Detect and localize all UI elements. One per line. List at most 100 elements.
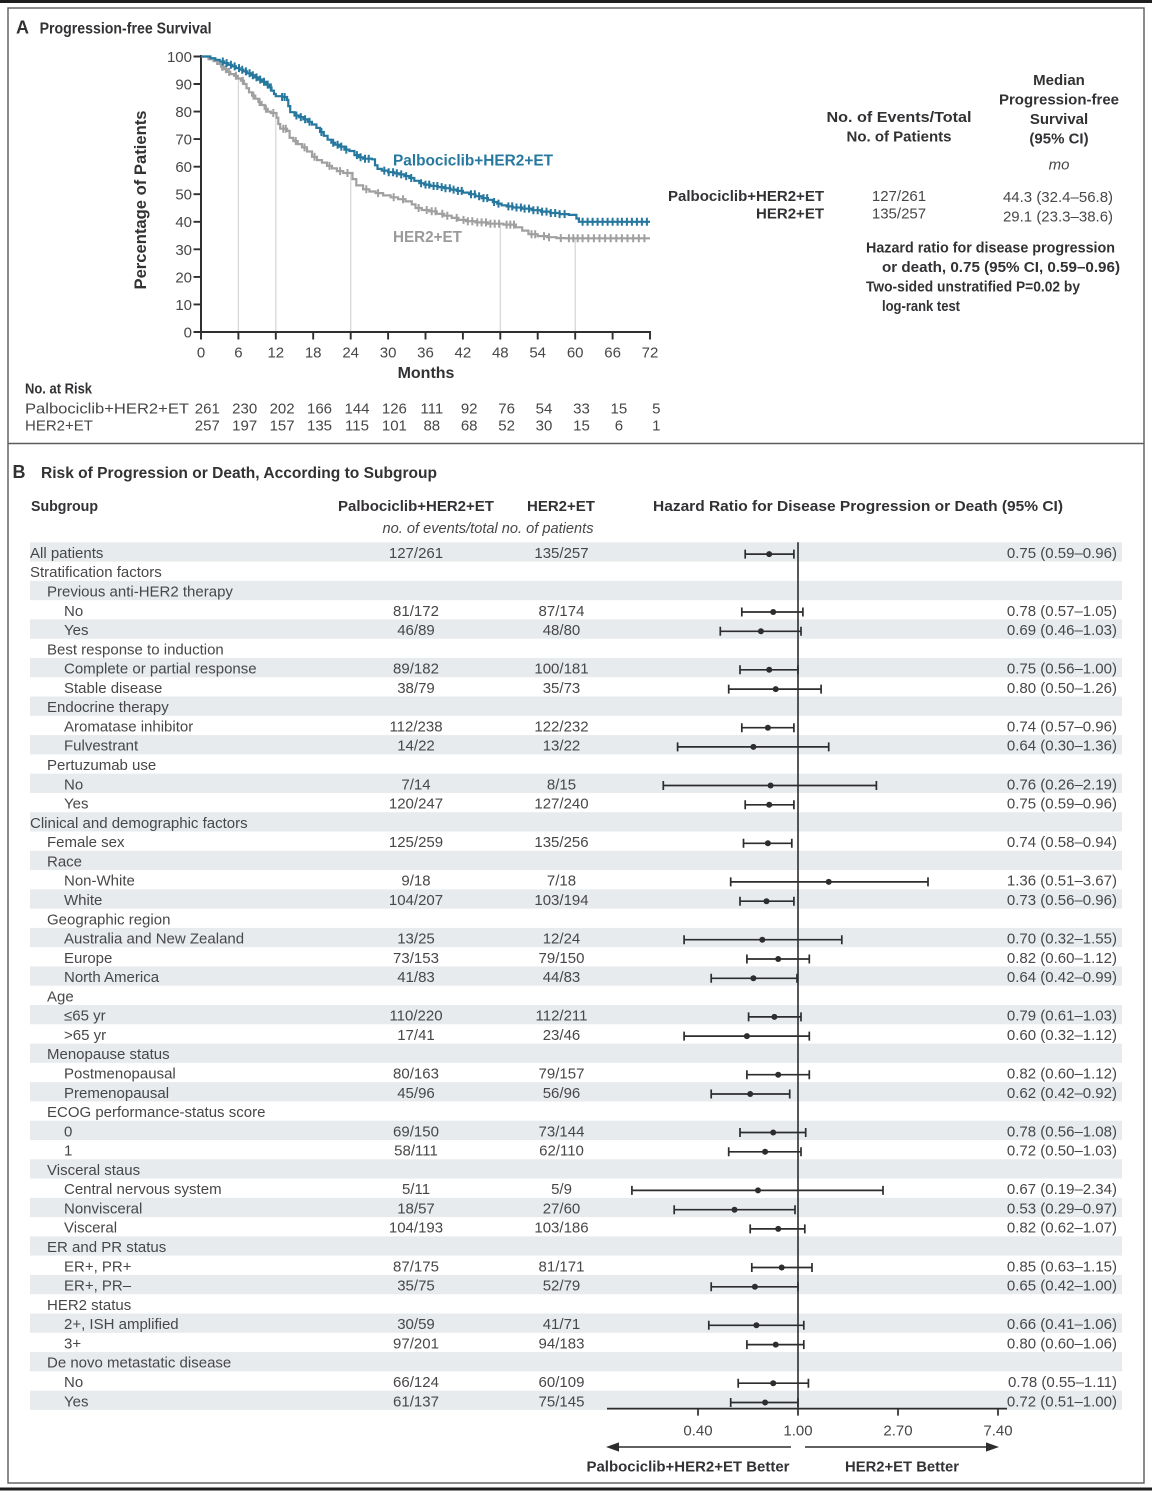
svg-text:122/232: 122/232 — [534, 719, 588, 736]
svg-text:White: White — [64, 892, 102, 909]
svg-text:HER2+ET Better: HER2+ET Better — [845, 1459, 959, 1476]
svg-text:18/57: 18/57 — [397, 1201, 435, 1218]
svg-text:35/75: 35/75 — [397, 1278, 435, 1295]
svg-text:7/18: 7/18 — [547, 873, 576, 890]
svg-text:27/60: 27/60 — [543, 1201, 581, 1218]
svg-text:HER2+ET: HER2+ET — [25, 418, 93, 435]
svg-text:Percentage of Patients: Percentage of Patients — [132, 111, 150, 290]
svg-text:70: 70 — [175, 132, 192, 149]
svg-text:0.82 (0.60–1.12): 0.82 (0.60–1.12) — [1007, 950, 1117, 967]
svg-text:80/163: 80/163 — [393, 1066, 439, 1083]
svg-text:0: 0 — [64, 1123, 72, 1140]
svg-text:1: 1 — [652, 418, 660, 435]
svg-text:Female sex: Female sex — [47, 834, 125, 851]
svg-text:50: 50 — [175, 187, 192, 204]
svg-text:B: B — [13, 462, 26, 482]
svg-text:Postmenopausal: Postmenopausal — [64, 1066, 176, 1083]
svg-text:(95% CI): (95% CI) — [1029, 131, 1088, 148]
svg-text:Aromatase inhibitor: Aromatase inhibitor — [64, 719, 193, 736]
svg-text:12/24: 12/24 — [543, 931, 581, 948]
svg-text:72: 72 — [642, 345, 659, 362]
svg-text:No. of Events/Total: No. of Events/Total — [827, 109, 972, 126]
svg-text:Pertuzumab use: Pertuzumab use — [47, 757, 156, 774]
svg-text:Best response to induction: Best response to induction — [47, 641, 224, 658]
svg-text:30: 30 — [175, 242, 192, 259]
svg-text:73/144: 73/144 — [539, 1123, 585, 1140]
svg-text:No: No — [64, 1374, 83, 1391]
svg-text:Stratification factors: Stratification factors — [30, 564, 162, 581]
svg-text:0.69 (0.46–1.03): 0.69 (0.46–1.03) — [1007, 622, 1117, 639]
svg-text:60: 60 — [567, 345, 584, 362]
svg-text:62/110: 62/110 — [539, 1143, 584, 1160]
svg-text:0.72 (0.50–1.03): 0.72 (0.50–1.03) — [1007, 1143, 1117, 1160]
svg-text:54: 54 — [529, 345, 546, 362]
svg-text:52: 52 — [498, 418, 515, 435]
svg-text:48/80: 48/80 — [543, 622, 581, 639]
svg-text:127/240: 127/240 — [534, 796, 588, 813]
svg-text:41/83: 41/83 — [397, 969, 435, 986]
svg-text:33: 33 — [573, 401, 590, 418]
svg-text:Non-White: Non-White — [64, 873, 135, 890]
svg-text:>65 yr: >65 yr — [64, 1027, 106, 1044]
svg-text:202: 202 — [270, 401, 295, 418]
svg-text:6: 6 — [615, 418, 623, 435]
svg-text:De novo metastatic disease: De novo metastatic disease — [47, 1355, 231, 1372]
svg-text:44.3 (32.4–56.8): 44.3 (32.4–56.8) — [1003, 189, 1113, 206]
svg-text:HER2+ET: HER2+ET — [756, 206, 824, 223]
svg-text:144: 144 — [344, 401, 369, 418]
svg-text:101: 101 — [382, 418, 407, 435]
svg-text:135: 135 — [307, 418, 332, 435]
svg-text:81/171: 81/171 — [539, 1258, 585, 1275]
svg-text:Australia and New Zealand: Australia and New Zealand — [64, 931, 244, 948]
svg-text:56/96: 56/96 — [543, 1085, 581, 1102]
svg-text:0.78 (0.57–1.05): 0.78 (0.57–1.05) — [1007, 603, 1117, 620]
svg-text:Yes: Yes — [64, 622, 88, 639]
svg-text:126: 126 — [382, 401, 407, 418]
svg-text:135/256: 135/256 — [534, 834, 588, 851]
svg-text:≤65 yr: ≤65 yr — [64, 1008, 106, 1025]
svg-text:Palbociclib+HER2+ET Better: Palbociclib+HER2+ET Better — [587, 1459, 790, 1476]
svg-text:Central nervous system: Central nervous system — [64, 1181, 222, 1198]
svg-text:35/73: 35/73 — [543, 680, 581, 697]
svg-text:0.75 (0.56–1.00): 0.75 (0.56–1.00) — [1007, 661, 1117, 678]
svg-text:14/22: 14/22 — [397, 738, 435, 755]
svg-text:1: 1 — [64, 1143, 72, 1160]
svg-text:7/14: 7/14 — [401, 776, 430, 793]
svg-text:38/79: 38/79 — [397, 680, 435, 697]
svg-text:48: 48 — [492, 345, 509, 362]
svg-text:7.40: 7.40 — [983, 1423, 1012, 1440]
svg-text:44/83: 44/83 — [543, 969, 581, 986]
svg-text:60: 60 — [175, 159, 192, 176]
svg-text:Premenopausal: Premenopausal — [64, 1085, 169, 1102]
svg-text:41/71: 41/71 — [543, 1316, 581, 1333]
svg-text:79/157: 79/157 — [539, 1066, 585, 1083]
svg-text:89/182: 89/182 — [393, 661, 439, 678]
svg-text:0.80 (0.60–1.06): 0.80 (0.60–1.06) — [1007, 1335, 1117, 1352]
svg-text:10: 10 — [175, 297, 192, 314]
svg-text:5/9: 5/9 — [551, 1181, 572, 1198]
svg-text:0.79 (0.61–1.03): 0.79 (0.61–1.03) — [1007, 1008, 1117, 1025]
svg-text:0.78 (0.55–1.11): 0.78 (0.55–1.11) — [1008, 1374, 1117, 1391]
svg-text:Yes: Yes — [64, 796, 88, 813]
svg-text:Two-sided unstratified P=0.02: Two-sided unstratified P=0.02 by — [866, 280, 1080, 296]
svg-text:90: 90 — [175, 77, 192, 94]
svg-text:61/137: 61/137 — [393, 1393, 439, 1410]
svg-text:20: 20 — [175, 269, 192, 286]
svg-text:Menopause status: Menopause status — [47, 1046, 170, 1063]
svg-text:No. of Patients: No. of Patients — [846, 129, 951, 146]
svg-text:0.65 (0.42–1.00): 0.65 (0.42–1.00) — [1007, 1278, 1117, 1295]
svg-text:103/186: 103/186 — [534, 1220, 588, 1237]
svg-text:88: 88 — [423, 418, 440, 435]
svg-text:112/238: 112/238 — [389, 719, 442, 736]
svg-text:0.82 (0.60–1.12): 0.82 (0.60–1.12) — [1007, 1066, 1117, 1083]
svg-text:Nonvisceral: Nonvisceral — [64, 1201, 142, 1218]
svg-text:111: 111 — [420, 401, 443, 418]
svg-text:52/79: 52/79 — [543, 1278, 581, 1295]
svg-text:Palbociclib+HER2+ET: Palbociclib+HER2+ET — [393, 153, 554, 170]
svg-text:0.64 (0.42–0.99): 0.64 (0.42–0.99) — [1007, 969, 1117, 986]
svg-text:Risk of Progression or Death,: Risk of Progression or Death, According … — [41, 465, 437, 482]
svg-text:Subgroup: Subgroup — [31, 498, 98, 515]
svg-text:100: 100 — [167, 49, 192, 66]
svg-text:Yes: Yes — [64, 1393, 88, 1410]
svg-text:ER+, PR+: ER+, PR+ — [64, 1258, 132, 1275]
